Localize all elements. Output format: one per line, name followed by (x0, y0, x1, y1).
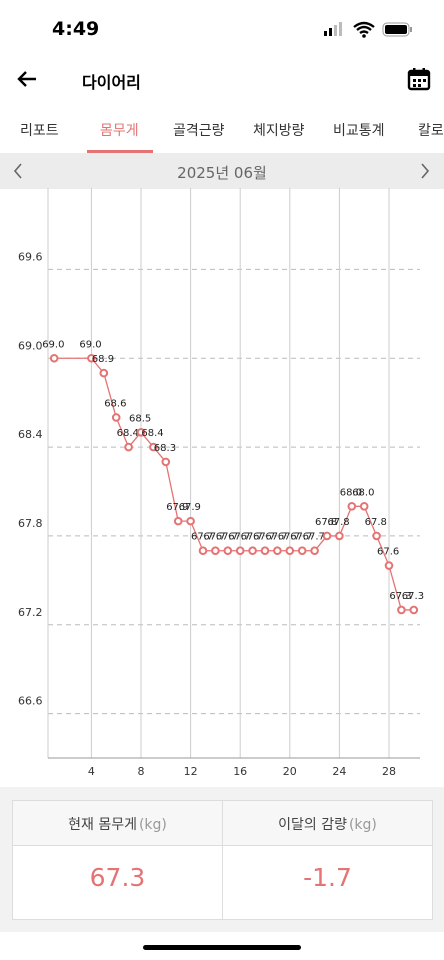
data-label: 67.7 (303, 532, 325, 543)
data-label: 68.0 (352, 487, 374, 498)
data-label: 67.7 (265, 532, 287, 543)
data-label: 67.7 (253, 532, 275, 543)
summary-label: 현재 몸무게 (68, 817, 137, 833)
status-time: 4:49 (52, 18, 100, 40)
data-label: 67.7 (191, 532, 213, 543)
data-label: 68.6 (104, 398, 126, 409)
x-tick-label: 12 (184, 765, 198, 778)
x-tick-label: 28 (382, 765, 396, 778)
x-tick-label: 4 (88, 765, 95, 778)
data-label: 67.8 (327, 517, 349, 528)
point (409, 605, 419, 615)
point (248, 546, 257, 556)
tab[interactable]: 리포트 (20, 123, 59, 139)
tab-indicator (87, 150, 153, 153)
data-label: 67.8 (315, 517, 337, 528)
prev-month[interactable] (12, 162, 24, 180)
data-label: 67.9 (179, 502, 201, 513)
summary-unit: (kg) (138, 817, 167, 833)
data-label: 67.3 (402, 591, 424, 602)
x-tick-label: 20 (283, 765, 297, 778)
point (87, 353, 96, 363)
series-line (54, 357, 414, 611)
y-tick-label: 69.6 (18, 250, 43, 263)
point (260, 546, 270, 556)
data-label: 68.4 (141, 428, 163, 439)
point (273, 546, 282, 556)
data-label: 67.7 (241, 532, 263, 543)
next-month[interactable] (419, 162, 431, 180)
tab[interactable]: 골격근량 (173, 123, 225, 139)
data-label: 69.0 (79, 339, 101, 350)
header-title: 다이어리 (82, 73, 141, 92)
point (297, 546, 307, 556)
chart: 66.6 67.2 67.8 68.4 69.0 69.6 4 8 12 16 20 24 28 69.0… (18, 188, 424, 778)
summary-table: 현재 몸무게 (kg) 67.3 이달의 감량 (kg) -1.7 (12, 800, 433, 920)
data-label: 67.6 (377, 547, 399, 558)
data-label: 67.7 (228, 532, 250, 543)
point (384, 561, 394, 570)
point (111, 413, 121, 422)
data-label: 67.7 (290, 532, 312, 543)
point (310, 546, 319, 556)
y-tick-label: 68.4 (18, 428, 43, 441)
month-bar: 2025년 06월 (0, 153, 444, 189)
point (235, 546, 245, 556)
data-label: 68.9 (92, 354, 114, 365)
summary-value: 67.3 (89, 863, 146, 892)
y-tick-label: 67.2 (18, 606, 43, 619)
summary-header: 이달의 감량 (kg) (223, 814, 432, 834)
summary-unit: (kg) (348, 817, 377, 833)
calendar-button[interactable] (407, 67, 431, 91)
y-tick-label: 69.0 (18, 339, 43, 352)
point (99, 368, 109, 378)
point (335, 531, 344, 541)
data-label: 67.7 (203, 532, 225, 543)
summary-value: -1.7 (303, 863, 352, 892)
data-label: 69.0 (42, 339, 64, 350)
tab[interactable]: 비교통계 (333, 123, 385, 139)
x-tick-label: 8 (138, 765, 145, 778)
data-label: 67.7 (216, 532, 238, 543)
back-button[interactable] (16, 68, 38, 90)
point (211, 546, 220, 556)
x-tick-label: 24 (332, 765, 346, 778)
point (372, 531, 381, 541)
data-label: 68.5 (129, 413, 151, 424)
point (285, 546, 295, 556)
point (223, 546, 233, 556)
tab[interactable]: 칼로 (418, 123, 444, 139)
data-label: 67.7 (278, 532, 300, 543)
tab[interactable]: 몸무게 (100, 123, 139, 139)
summary-header: 현재 몸무게 (kg) (13, 814, 222, 834)
point (359, 502, 369, 511)
point (49, 353, 59, 363)
point (124, 442, 133, 452)
x-tick-label: 16 (233, 765, 247, 778)
y-tick-label: 66.6 (18, 695, 43, 708)
point (136, 427, 146, 437)
tab[interactable]: 체지방량 (253, 123, 305, 139)
data-label: 68.0 (340, 487, 362, 498)
point (198, 546, 208, 556)
point (397, 605, 406, 615)
month-label: 2025년 06월 (177, 164, 267, 182)
point (173, 516, 183, 526)
data-label: 68.4 (117, 428, 139, 439)
point (347, 502, 357, 511)
home-indicator (143, 945, 301, 950)
point (322, 531, 332, 541)
point (149, 442, 158, 452)
point (186, 516, 195, 526)
tab-bar: 리포트 몸무게 골격근량 체지방량 비교통계 칼로 (0, 0, 444, 153)
status-icons (324, 21, 412, 38)
summary-label: 이달의 감량 (278, 817, 347, 833)
data-label: 67.3 (389, 591, 411, 602)
point (161, 457, 171, 467)
data-label: 68.3 (154, 443, 176, 454)
y-tick-label: 67.8 (18, 517, 43, 530)
data-label: 67.8 (365, 517, 387, 528)
data-label: 67.9 (166, 502, 188, 513)
